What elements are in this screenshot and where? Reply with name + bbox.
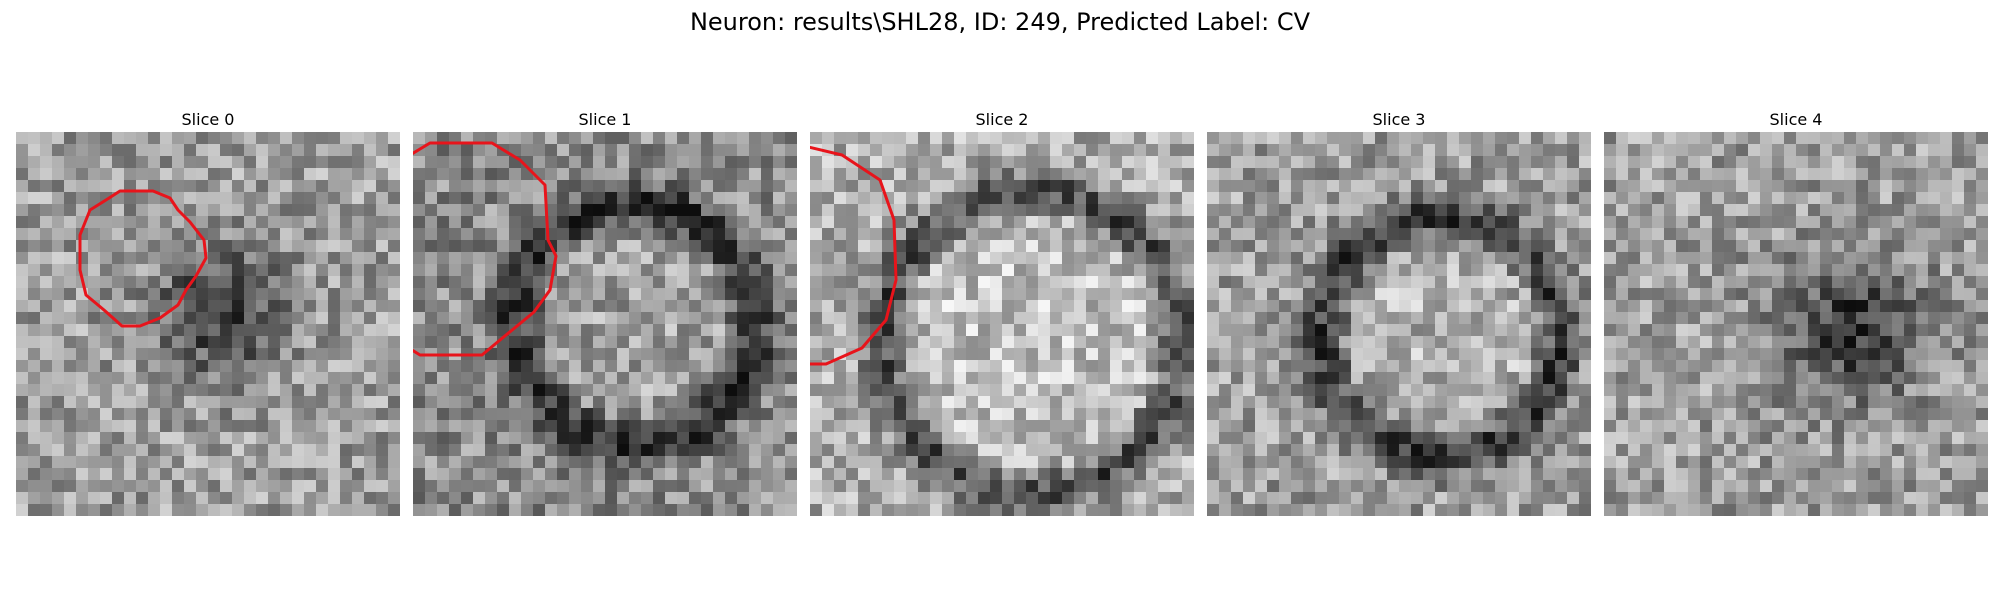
segmentation-contour bbox=[413, 141, 558, 357]
slice-panel-3: Slice 3 bbox=[1207, 108, 1591, 516]
slice-panel-2: Slice 2 bbox=[810, 108, 1194, 516]
slice-title: Slice 4 bbox=[1769, 110, 1823, 129]
grayscale-texture bbox=[810, 132, 1194, 516]
grayscale-texture bbox=[1207, 132, 1591, 516]
grayscale-texture bbox=[413, 132, 797, 516]
segmentation-contour bbox=[810, 145, 898, 366]
slice-panel-4: Slice 4 bbox=[1604, 108, 1988, 516]
slice-title: Slice 3 bbox=[1372, 110, 1426, 129]
slice-title: Slice 1 bbox=[578, 110, 632, 129]
slice-image bbox=[1207, 132, 1591, 516]
slice-image bbox=[1604, 132, 1988, 516]
slice-title: Slice 2 bbox=[975, 110, 1029, 129]
slice-panel-1: Slice 1 bbox=[413, 108, 797, 516]
slice-panel-0: Slice 0 bbox=[16, 108, 400, 516]
segmentation-contour bbox=[78, 189, 208, 328]
grayscale-texture bbox=[1604, 132, 1988, 516]
slice-image bbox=[810, 132, 1194, 516]
slice-image bbox=[413, 132, 797, 516]
figure-title: Neuron: results\SHL28, ID: 249, Predicte… bbox=[689, 8, 1311, 36]
slice-image bbox=[16, 132, 400, 516]
grayscale-texture bbox=[16, 132, 400, 516]
slice-title: Slice 0 bbox=[181, 110, 235, 129]
